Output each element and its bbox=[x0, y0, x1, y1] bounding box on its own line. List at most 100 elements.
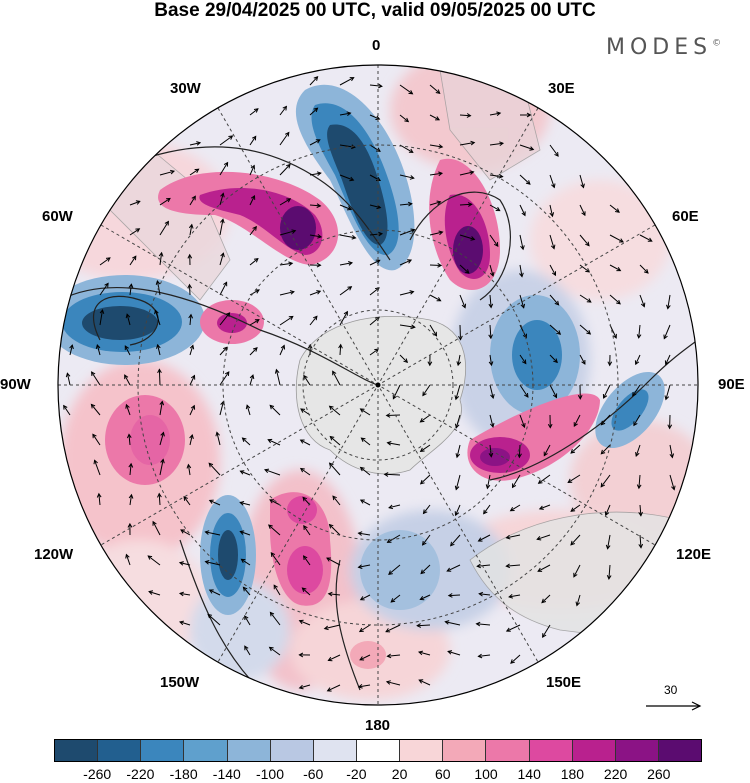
wind-vector bbox=[489, 234, 499, 247]
wind-vector-head bbox=[537, 479, 543, 484]
wind-vector bbox=[63, 405, 71, 416]
wind-vector-head bbox=[420, 569, 426, 575]
wind-vector bbox=[518, 444, 521, 458]
wind-vector-head bbox=[647, 237, 653, 242]
wind-vector-head bbox=[581, 211, 586, 217]
wind-vector-head bbox=[454, 511, 460, 517]
wind-vector bbox=[549, 354, 558, 363]
wind-vector-head bbox=[316, 290, 322, 295]
wind-vector-head bbox=[386, 441, 392, 446]
anomaly-positive-105w bbox=[105, 395, 185, 485]
wind-vector-head bbox=[454, 423, 460, 429]
wind-vector-head bbox=[349, 176, 355, 182]
wind-vector bbox=[219, 162, 229, 176]
wind-vector bbox=[510, 504, 521, 512]
wind-vector-head bbox=[436, 297, 442, 302]
wind-vector-head bbox=[166, 197, 171, 203]
wind-vector bbox=[639, 294, 645, 307]
wind-vector bbox=[450, 534, 461, 547]
wind-vector bbox=[603, 384, 611, 399]
wind-vector bbox=[579, 204, 586, 216]
wind-vector-head bbox=[269, 404, 275, 410]
wind-vector-head bbox=[543, 451, 548, 457]
colorbar-tick-label: 180 bbox=[560, 766, 585, 782]
wind-vector-head bbox=[489, 271, 495, 277]
wind-vector-head bbox=[643, 268, 649, 274]
colorbar-tick-label: -60 bbox=[303, 766, 324, 782]
wind-vector bbox=[455, 504, 461, 516]
wind-vector-head bbox=[575, 601, 581, 607]
wind-vector-head bbox=[270, 552, 276, 557]
wind-vector bbox=[249, 347, 258, 356]
wind-vector-head bbox=[407, 201, 413, 207]
wind-vector bbox=[98, 493, 101, 506]
wind-vector bbox=[219, 135, 233, 146]
wind-vector bbox=[273, 584, 281, 596]
wind-vector-head bbox=[289, 290, 295, 295]
wind-vector bbox=[270, 612, 281, 626]
wind-vector bbox=[399, 203, 412, 206]
colorbar-swatch bbox=[658, 740, 702, 761]
wind-vector-head bbox=[316, 171, 322, 176]
wind-vector bbox=[429, 84, 441, 94]
wind-vector bbox=[429, 231, 443, 236]
wind-vector bbox=[489, 112, 501, 116]
wind-vector-head bbox=[419, 596, 425, 601]
vector-scale-label: 30 bbox=[664, 683, 678, 697]
wind-vector-head bbox=[536, 536, 542, 541]
wind-vector-head bbox=[638, 543, 644, 549]
wind-vector bbox=[669, 474, 675, 490]
wind-vector bbox=[486, 474, 491, 489]
wind-vector bbox=[66, 373, 71, 386]
wind-vector bbox=[179, 562, 191, 566]
wind-vector-head bbox=[616, 299, 621, 305]
wind-vector-head bbox=[93, 459, 98, 465]
wind-vector-head bbox=[286, 163, 291, 169]
wind-vector bbox=[94, 460, 101, 476]
map-border bbox=[57, 64, 699, 706]
wind-vector bbox=[399, 229, 415, 236]
wind-vector bbox=[639, 264, 649, 274]
wind-vector bbox=[429, 114, 440, 121]
wind-vector-head bbox=[432, 331, 438, 337]
wind-vector bbox=[543, 444, 551, 456]
wind-vector bbox=[219, 193, 224, 206]
wind-vector bbox=[399, 114, 409, 122]
wind-vector-head bbox=[155, 279, 161, 285]
wind-vector bbox=[309, 290, 321, 296]
wind-vector bbox=[129, 463, 132, 476]
wind-vector bbox=[369, 84, 382, 87]
wind-vector-head bbox=[667, 424, 673, 430]
wind-vector-head bbox=[252, 347, 258, 352]
wind-vector-head bbox=[124, 345, 129, 351]
wind-vector bbox=[159, 197, 171, 206]
wind-vector bbox=[665, 354, 671, 365]
wind-vector-head bbox=[252, 225, 257, 231]
wind-vector-head bbox=[204, 560, 210, 565]
wind-vector-head bbox=[158, 251, 164, 257]
wind-vector bbox=[361, 437, 371, 446]
wind-vector-head bbox=[605, 544, 611, 550]
wind-vector-head bbox=[419, 479, 425, 485]
wind-vector-head bbox=[239, 501, 245, 506]
wind-vector-head bbox=[241, 437, 247, 442]
wind-vector bbox=[91, 371, 101, 386]
wind-vector bbox=[329, 405, 341, 416]
wind-vector bbox=[329, 462, 341, 476]
wind-vector-head bbox=[385, 628, 391, 633]
wind-vector bbox=[147, 555, 161, 566]
wind-vector-head bbox=[470, 140, 476, 146]
wind-vector bbox=[216, 432, 221, 446]
wind-vector-head bbox=[288, 261, 294, 267]
wind-vector bbox=[129, 284, 132, 296]
wind-vector bbox=[332, 371, 341, 386]
wind-vector bbox=[207, 614, 221, 626]
wind-vector bbox=[189, 168, 199, 176]
wind-vector-head bbox=[635, 452, 640, 457]
wind-vector-head bbox=[438, 230, 444, 236]
wind-vector-head bbox=[239, 530, 245, 535]
wind-vector bbox=[360, 594, 371, 601]
wind-vector bbox=[570, 534, 581, 546]
wind-vector-head bbox=[291, 229, 297, 234]
wind-vector bbox=[549, 294, 559, 306]
